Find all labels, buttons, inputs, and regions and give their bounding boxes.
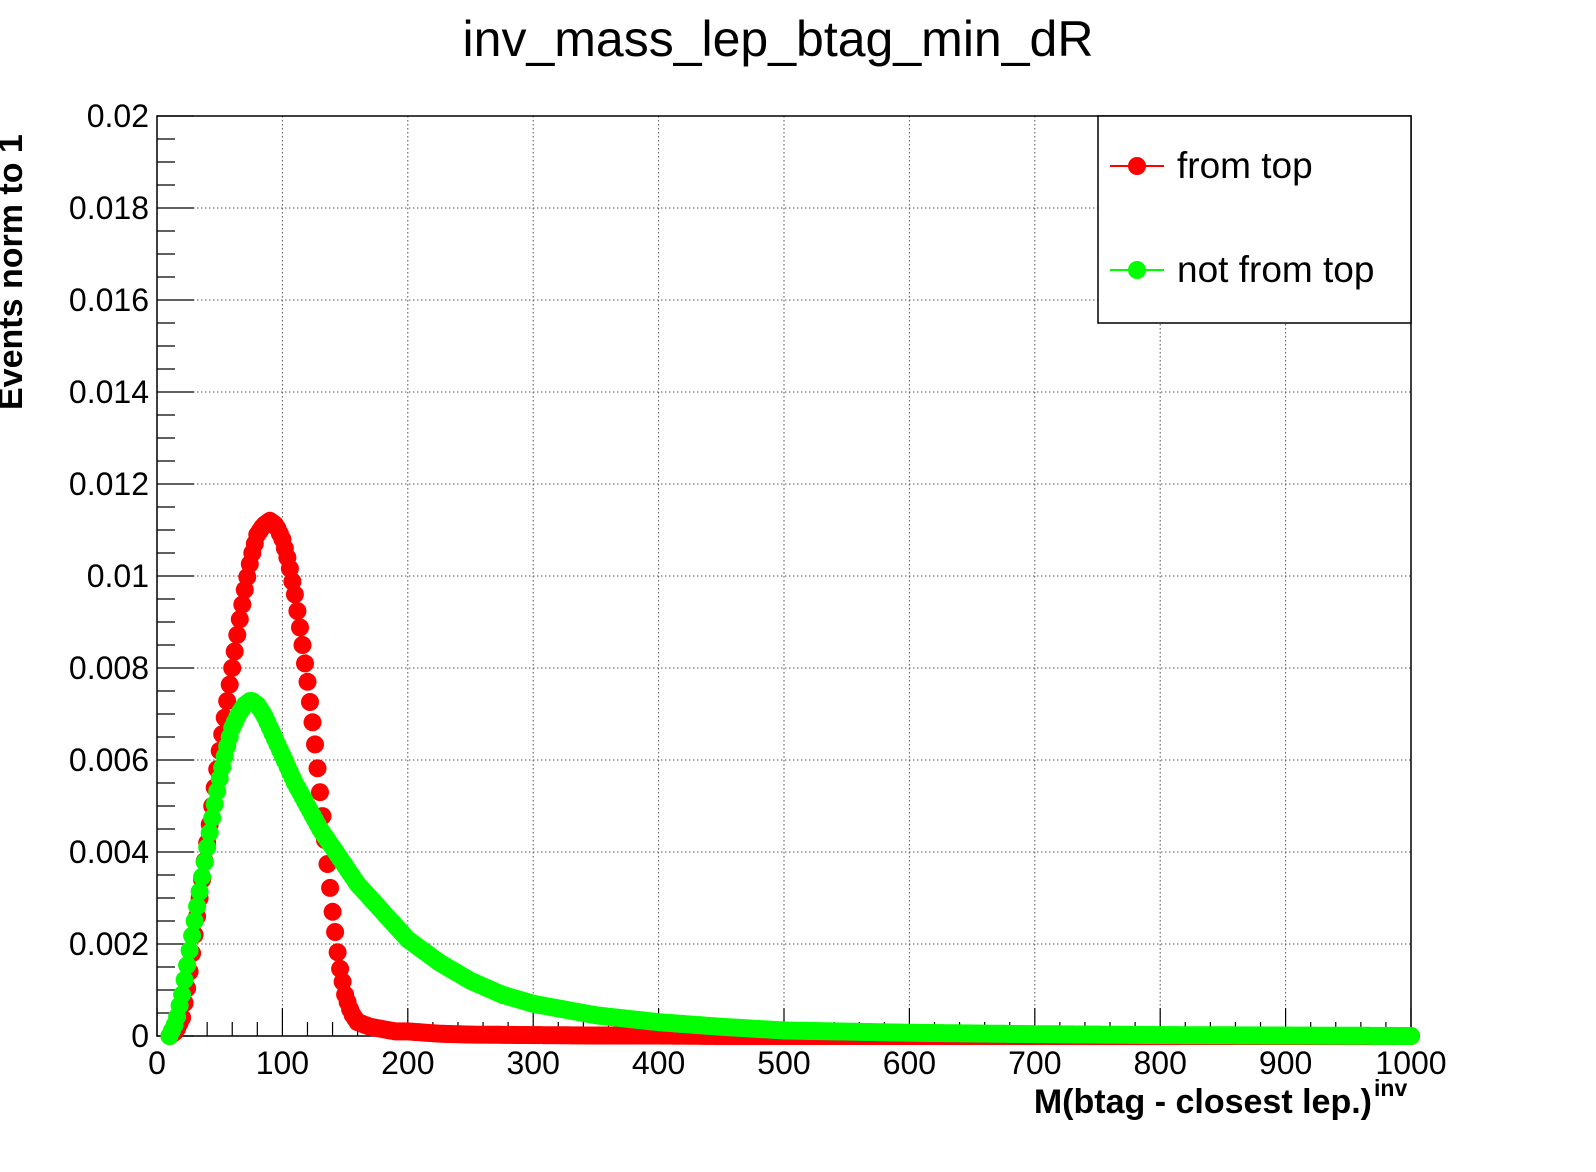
- data-point: [293, 636, 312, 654]
- x-tick-label: 100: [256, 1045, 309, 1081]
- data-point: [173, 985, 192, 1004]
- data-point: [321, 878, 340, 897]
- y-tick-label: 0.018: [69, 190, 149, 226]
- data-point: [200, 823, 219, 842]
- x-tick-label: 600: [883, 1045, 936, 1081]
- legend-box: [1097, 115, 1412, 324]
- data-point: [288, 602, 307, 620]
- data-point: [203, 809, 222, 827]
- data-point: [190, 882, 209, 901]
- legend: from top not from top: [1097, 115, 1412, 324]
- data-point: [175, 970, 194, 989]
- x-axis-title-main: M(btag - closest lep.): [1034, 1083, 1372, 1121]
- legend-marker-not-from-top: [1128, 261, 1146, 279]
- y-tick-label: 0.006: [69, 742, 149, 778]
- grid: [157, 116, 1411, 1036]
- data-point: [296, 654, 314, 673]
- x-tick-label: 0: [148, 1045, 166, 1081]
- series-not-from-top: [160, 692, 1420, 1045]
- x-tick-label: 500: [757, 1045, 810, 1081]
- data-point: [230, 610, 249, 629]
- data-point: [298, 672, 317, 691]
- x-tick-label: 900: [1259, 1045, 1312, 1081]
- x-tick-label: 300: [507, 1045, 560, 1081]
- x-tick-label: 700: [1008, 1045, 1061, 1081]
- data-point: [308, 759, 327, 778]
- data-point: [301, 693, 319, 711]
- chart-title: inv_mass_lep_btag_min_dR: [463, 11, 1094, 67]
- data-point: [188, 897, 207, 916]
- legend-label-not-from-top: not from top: [1177, 249, 1374, 290]
- data-point: [233, 595, 252, 614]
- y-tick-label: 0.008: [69, 650, 149, 686]
- data-point: [303, 713, 322, 732]
- data-point: [178, 956, 197, 975]
- y-tick-label: 0.016: [69, 282, 149, 318]
- y-tick-label: 0.012: [69, 466, 149, 502]
- data-point: [311, 783, 329, 802]
- y-tick-label: 0.004: [69, 834, 149, 870]
- data-point: [306, 735, 324, 754]
- data-point: [285, 585, 304, 604]
- data-point: [228, 625, 247, 644]
- data-point: [185, 912, 204, 930]
- x-tick-label: 200: [381, 1045, 434, 1081]
- y-axis-title: Events norm to 1: [0, 134, 30, 410]
- series-layer: [160, 511, 1420, 1045]
- x-tick-label: 400: [632, 1045, 685, 1081]
- y-tick-label: 0.014: [69, 374, 149, 410]
- x-axis-title-superscript: inv: [1374, 1075, 1407, 1101]
- y-tick-label: 0.01: [87, 558, 149, 594]
- data-point: [223, 659, 242, 677]
- data-point: [323, 902, 342, 921]
- data-point: [183, 926, 202, 945]
- legend-marker-from-top: [1128, 157, 1146, 175]
- x-tick-label: 800: [1134, 1045, 1187, 1081]
- data-point: [180, 941, 199, 960]
- data-point: [220, 675, 239, 694]
- y-tick-label: 0.002: [69, 926, 149, 962]
- y-tick-label: 0.02: [87, 98, 149, 134]
- data-point: [225, 642, 244, 661]
- legend-label-from-top: from top: [1177, 145, 1313, 186]
- data-point: [193, 867, 212, 886]
- data-point: [291, 618, 309, 637]
- y-tick-labels: 0 0.002 0.004 0.006 0.008 0.01 0.012 0.014 0.016…: [69, 98, 149, 1054]
- data-point: [326, 923, 345, 941]
- data-point: [195, 853, 214, 872]
- data-point: [218, 692, 237, 711]
- data-point: [328, 943, 347, 962]
- x-tick-label: 1000: [1375, 1045, 1446, 1081]
- y-tick-label: 0: [131, 1018, 149, 1054]
- x-tick-labels: 0 100 200 300 400 500 600 700 800 900 1000: [148, 1045, 1446, 1081]
- x-axis-title: M(btag - closest lep.): [1034, 1083, 1372, 1121]
- data-point: [198, 838, 217, 857]
- data-point: [1402, 1027, 1420, 1045]
